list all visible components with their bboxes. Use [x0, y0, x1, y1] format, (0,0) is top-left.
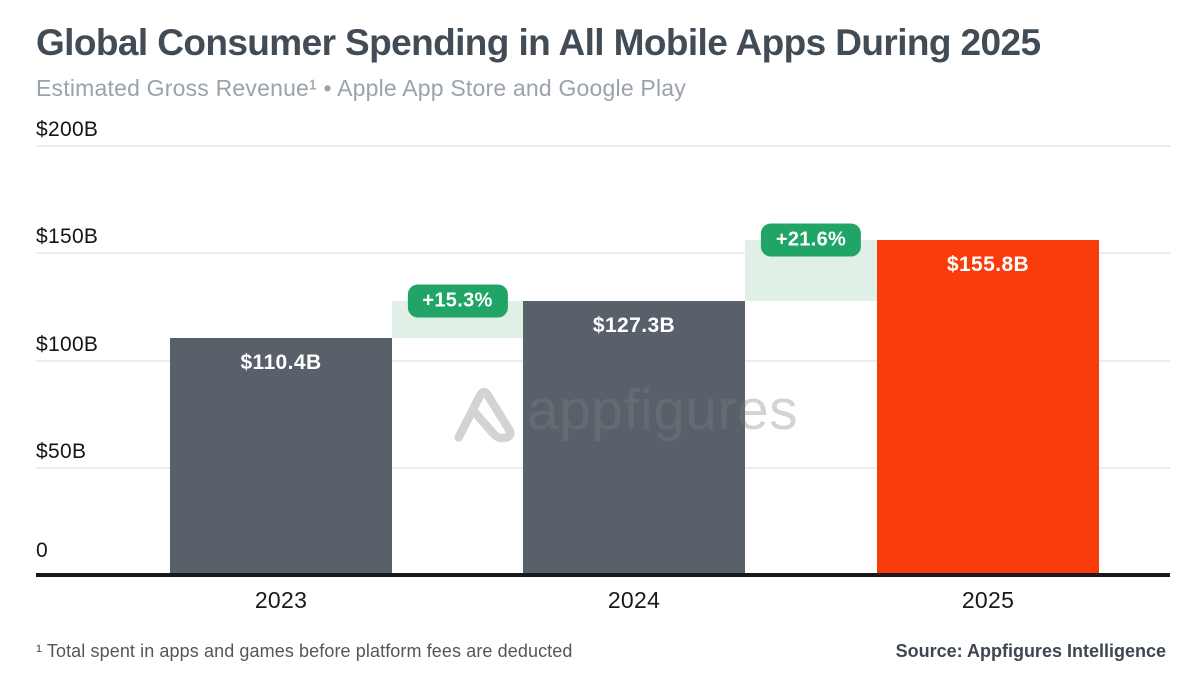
appfigures-logo-icon — [454, 387, 515, 442]
growth-badge: +15.3% — [407, 284, 508, 318]
gridline-150b: $150B — [36, 225, 1170, 254]
page-title: Global Consumer Spending in All Mobile A… — [36, 22, 1041, 63]
bar-chart-plot-area: $200B $150B $100B $50B 0 $110.4B $127.3B… — [36, 118, 1170, 613]
ytick-label-zero: 0 — [36, 539, 48, 562]
bar: $110.4B — [170, 337, 392, 575]
growth-badge: +21.6% — [760, 223, 862, 257]
bar-value-label: $127.3B — [592, 314, 676, 338]
ytick-label: $200B — [36, 118, 99, 141]
bar-value-label: $110.4B — [240, 350, 322, 374]
ytick-label: $50B — [36, 440, 87, 463]
ytick-label: $100B — [36, 333, 99, 356]
bar: $155.8B — [877, 240, 1099, 575]
xaxis-label: 2024 — [607, 587, 661, 613]
footnote: ¹ Total spent in apps and games before p… — [36, 641, 573, 661]
gridline-200b: $200B — [36, 118, 1170, 147]
xaxis-label: 2025 — [961, 587, 1015, 613]
source-credit: Source: Appfigures Intelligence — [895, 641, 1166, 661]
subtitle: Estimated Gross Revenue¹ • Apple App Sto… — [36, 75, 686, 101]
bar-value-label: $155.8B — [946, 253, 1030, 277]
bar: $127.3B — [523, 301, 745, 575]
ytick-label: $150B — [36, 225, 99, 248]
xaxis-label: 2023 — [254, 587, 308, 613]
x-axis-line — [36, 573, 1170, 577]
